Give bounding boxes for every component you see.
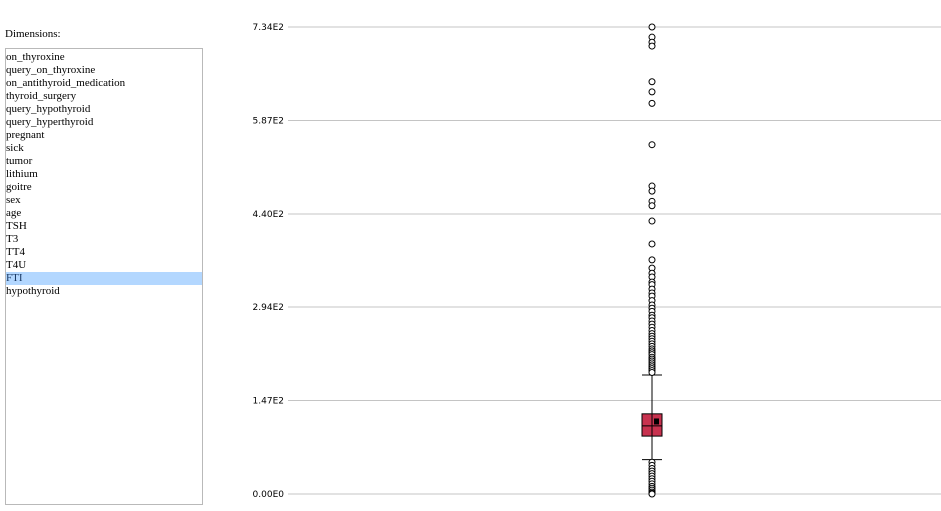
dimension-item-on-antithyroid-medication[interactable]: on_antithyroid_medication <box>6 77 126 89</box>
outlier-point <box>648 42 656 50</box>
dimension-item-age[interactable]: age <box>6 207 22 219</box>
outlier-point <box>648 240 656 248</box>
y-tick-label: 5.87E2 <box>253 117 284 127</box>
y-tick-label: 7.34E2 <box>253 23 284 33</box>
outlier-point <box>648 202 656 210</box>
dimension-item-tsh[interactable]: TSH <box>6 220 27 232</box>
outlier-point <box>648 368 656 376</box>
dimension-item-query-on-thyroxine[interactable]: query_on_thyroxine <box>6 64 96 76</box>
mean-marker <box>654 418 659 425</box>
dimension-item-pregnant[interactable]: pregnant <box>6 129 45 141</box>
y-tick-label: 0.00E0 <box>253 490 285 500</box>
dimensions-list[interactable]: on_thyroxine query_on_thyroxine on_antithy… <box>5 48 203 505</box>
y-tick-label: 4.40E2 <box>253 210 284 220</box>
outlier-point <box>648 256 656 264</box>
outlier-point <box>648 88 656 96</box>
outlier-point <box>648 141 656 149</box>
dimension-item-on-thyroxine[interactable]: on_thyroxine <box>6 51 65 63</box>
outlier-point <box>648 187 656 195</box>
dimension-item-goitre[interactable]: goitre <box>6 181 32 193</box>
dimension-item-thyroid-surgery[interactable]: thyroid_surgery <box>6 90 77 102</box>
dimension-item-t3[interactable]: T3 <box>6 233 19 245</box>
dimension-item-query-hyperthyroid[interactable]: query_hyperthyroid <box>6 116 94 128</box>
outlier-point <box>648 217 656 225</box>
outlier-point <box>648 490 656 498</box>
dimension-item-tumor[interactable]: tumor <box>6 155 33 167</box>
dimension-item-t4u[interactable]: T4U <box>6 259 27 271</box>
y-tick-label: 2.94E2 <box>253 303 284 313</box>
dimension-item-lithium[interactable]: lithium <box>6 168 38 180</box>
dimensions-label: Dimensions: <box>5 28 61 40</box>
dimension-item-fti[interactable]: FTI <box>6 272 202 285</box>
outlier-point <box>648 78 656 86</box>
dimension-item-tt4[interactable]: TT4 <box>6 246 25 258</box>
dimension-item-sex[interactable]: sex <box>6 194 21 206</box>
dimension-item-hypothyroid[interactable]: hypothyroid <box>6 285 60 297</box>
dimension-item-sick[interactable]: sick <box>6 142 24 154</box>
outlier-point <box>648 23 656 31</box>
y-tick-label: 1.47E2 <box>253 396 284 406</box>
outlier-point <box>648 99 656 107</box>
dimension-item-query-hypothyroid[interactable]: query_hypothyroid <box>6 103 91 115</box>
